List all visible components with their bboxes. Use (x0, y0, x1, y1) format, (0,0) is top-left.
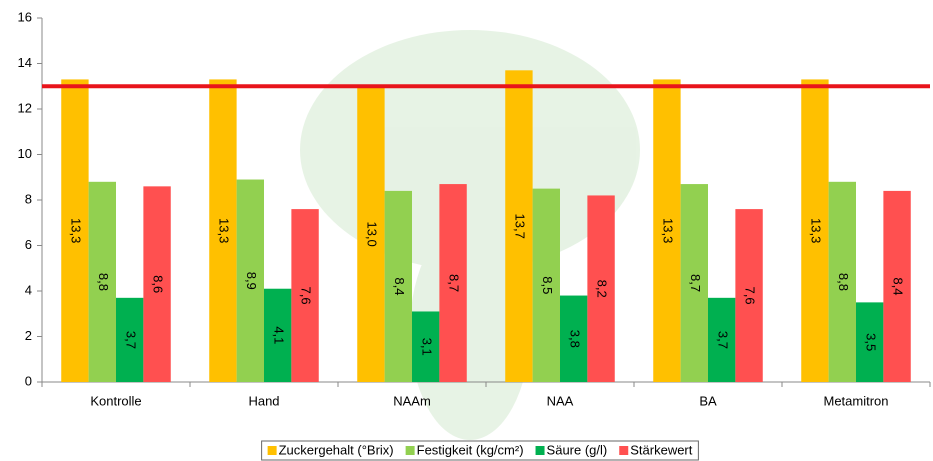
value-label: 8,7 (447, 274, 462, 292)
bar (801, 79, 829, 383)
value-label: 13,3 (68, 218, 83, 243)
legend-swatch (619, 446, 629, 455)
value-label: 3,1 (419, 338, 434, 356)
bar (883, 190, 911, 382)
bar (116, 297, 144, 382)
bar (209, 79, 237, 383)
legend-label: Festigkeit (kg/cm²) (417, 442, 524, 457)
value-label: 7,6 (299, 287, 314, 305)
bar (143, 186, 171, 382)
legend-label: Stärkewert (630, 442, 693, 457)
x-tick-label: BA (699, 393, 717, 408)
bar (828, 181, 856, 382)
bar (653, 79, 681, 383)
value-label: 13,0 (364, 221, 379, 246)
value-label: 13,7 (512, 214, 527, 239)
x-tick-label: Hand (248, 393, 279, 408)
bar (587, 195, 615, 382)
y-tick-label: 14 (18, 55, 32, 70)
value-label: 8,4 (392, 277, 407, 295)
legend: Zuckergehalt (°Brix) Festigkeit (kg/cm²) S… (261, 440, 699, 461)
value-label: 8,5 (540, 276, 555, 294)
value-label: 13,3 (216, 218, 231, 243)
value-label: 8,7 (688, 274, 703, 292)
bar (412, 311, 440, 382)
legend-box (261, 440, 699, 461)
bar (532, 188, 560, 382)
bar (680, 184, 708, 382)
value-label: 3,5 (863, 333, 878, 351)
bar (88, 181, 116, 382)
value-label: 3,7 (123, 331, 138, 349)
y-tick-label: 0 (25, 373, 32, 388)
value-label: 8,8 (836, 273, 851, 291)
bar (384, 190, 412, 382)
legend-label: Säure (g/l) (547, 442, 608, 457)
value-label: 4,1 (271, 326, 286, 344)
value-label: 8,8 (96, 273, 111, 291)
bar (61, 79, 89, 383)
legend-swatch (535, 446, 545, 455)
value-label: 3,8 (567, 330, 582, 348)
x-tick-label: NAA (547, 393, 574, 408)
y-tick-label: 10 (18, 146, 32, 161)
value-label: 8,4 (891, 277, 906, 295)
bar (291, 209, 319, 382)
x-tick-label: Kontrolle (90, 393, 141, 408)
value-label: 8,9 (244, 272, 259, 290)
bar (439, 184, 467, 382)
legend-label: Zuckergehalt (°Brix) (279, 442, 394, 457)
bar (735, 209, 763, 382)
bar (236, 179, 264, 382)
bar (708, 297, 736, 382)
y-tick-label: 2 (25, 328, 32, 343)
x-tick-label: NAAm (393, 393, 431, 408)
legend-swatch (405, 446, 415, 455)
y-tick-label: 4 (25, 282, 32, 297)
bar (357, 86, 385, 382)
bar (264, 288, 292, 382)
value-label: 7,6 (743, 287, 758, 305)
x-tick-label: Metamitron (823, 393, 888, 408)
y-tick-label: 16 (18, 9, 32, 24)
bar (505, 70, 533, 382)
y-tick-label: 6 (25, 237, 32, 252)
value-label: 8,2 (595, 280, 610, 298)
y-tick-label: 8 (25, 191, 32, 206)
bar (560, 295, 588, 382)
value-label: 13,3 (808, 218, 823, 243)
legend-swatch (267, 446, 277, 455)
value-label: 13,3 (660, 218, 675, 243)
value-label: 8,6 (151, 275, 166, 293)
y-tick-label: 12 (18, 100, 32, 115)
bar (856, 302, 884, 382)
value-label: 3,7 (715, 331, 730, 349)
